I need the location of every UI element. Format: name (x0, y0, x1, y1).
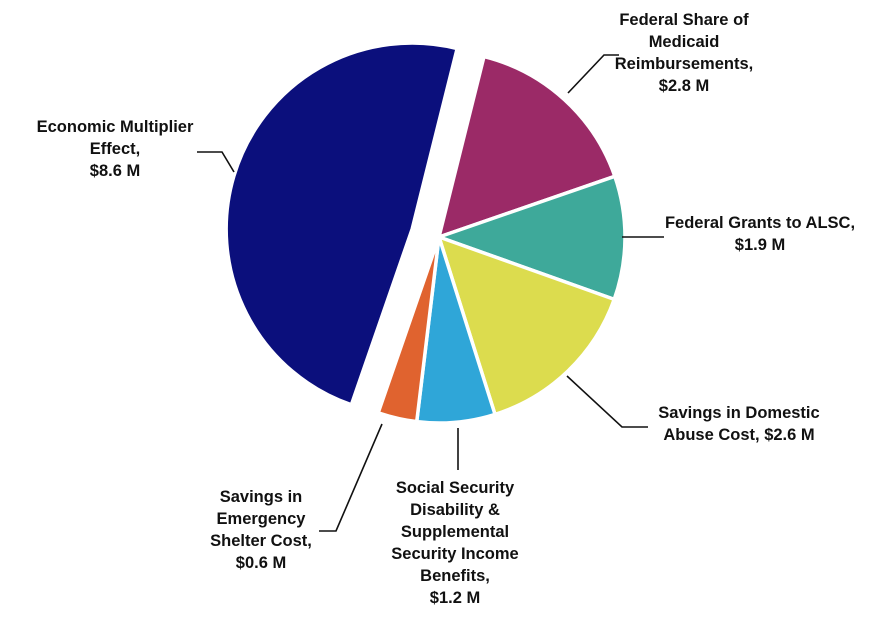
leader-lines-layer (197, 54, 664, 532)
data-label-line: Effect, (90, 140, 140, 158)
data-label-federal-share-of: Federal Share of Medicaid Reimbursements, $… (615, 11, 753, 95)
data-label-line: $1.9 M (735, 236, 785, 254)
data-label-line: Savings in Domestic (658, 404, 819, 422)
data-labels-layer: Economic Multiplier Effect, $8.6 M Federal … (37, 11, 855, 607)
data-label-line: Medicaid (649, 33, 720, 51)
data-label-economic-multiplier: Economic Multiplier Effect, $8.6 M (37, 118, 194, 180)
data-label-line: Emergency (217, 510, 307, 528)
data-label-line: Social Security (396, 479, 515, 497)
data-label-line: Savings in (220, 488, 303, 506)
data-label-line: Economic Multiplier (37, 118, 194, 136)
data-label-line: Federal Grants to ALSC, (665, 214, 855, 232)
data-label-federal-grants-to-alsc: Federal Grants to ALSC, $1.9 M (665, 214, 855, 254)
data-label-line: Shelter Cost, (210, 532, 312, 550)
data-label-line: Federal Share of (619, 11, 749, 29)
data-label-social-security: Social Security Disability & Supplemental S… (391, 479, 518, 607)
data-label-savings-in: Savings in Emergency Shelter Cost, $0.6 M (210, 488, 312, 572)
data-label-line: Benefits, (420, 567, 490, 585)
leader-line-savings-in-domestic (566, 375, 648, 428)
data-label-line: Abuse Cost, $2.6 M (663, 426, 814, 444)
pie-slice-federal-grants-to-alsc (437, 174, 627, 302)
pie-slice-savings-in (376, 235, 441, 424)
data-label-line: Security Income (391, 545, 518, 563)
data-label-line: Supplemental (401, 523, 509, 541)
leader-line-savings-in (319, 423, 383, 532)
leader-line-economic-multiplier (197, 151, 235, 173)
data-label-savings-in-domestic: Savings in Domestic Abuse Cost, $2.6 M (658, 404, 819, 444)
data-label-line: $0.6 M (236, 554, 286, 572)
slices-layer (224, 41, 627, 425)
data-label-line: $8.6 M (90, 162, 140, 180)
leader-line-federal-share-of (567, 54, 619, 94)
data-label-line: Disability & (410, 501, 500, 519)
data-label-line: Reimbursements, (615, 55, 753, 73)
data-label-line: $2.8 M (659, 77, 709, 95)
data-label-line: $1.2 M (430, 589, 480, 607)
pie-slice-federal-share-of (437, 54, 617, 239)
pie-slice-economic-multiplier (224, 41, 459, 407)
